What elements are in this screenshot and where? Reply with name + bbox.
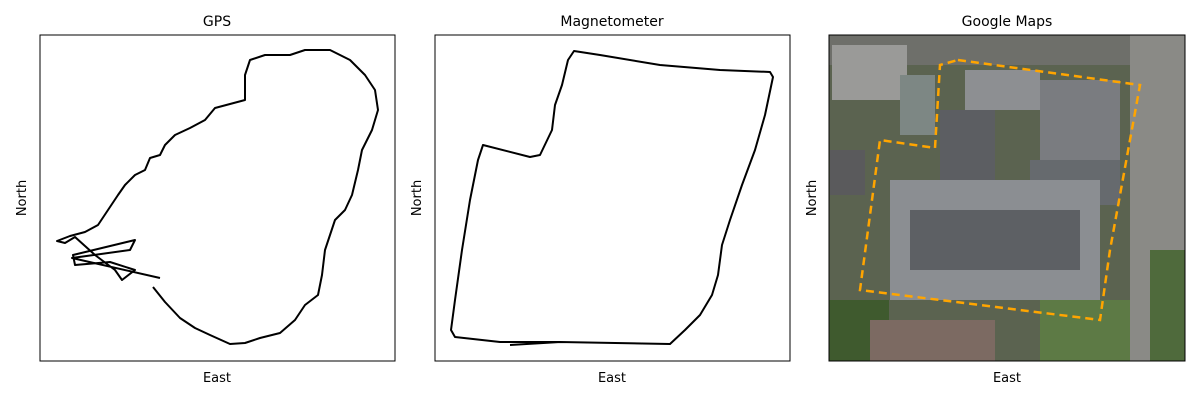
- gps-panel: GPS East North: [15, 14, 396, 386]
- aerial-image: [829, 35, 1185, 361]
- x-axis-label: East: [203, 371, 231, 386]
- trajectory: [450, 50, 774, 346]
- panel-title: Magnetometer: [560, 14, 663, 30]
- maps-panel: Google Maps East North: [805, 14, 1186, 386]
- boundary-outline: [858, 58, 1142, 322]
- y-axis-label: North: [805, 180, 820, 216]
- axes-frame: [828, 34, 1186, 362]
- x-axis-label: East: [598, 371, 626, 386]
- y-axis-label: North: [410, 180, 425, 216]
- panel-title: GPS: [203, 14, 231, 30]
- x-axis-label: East: [993, 371, 1021, 386]
- panel-title: Google Maps: [962, 14, 1053, 30]
- axes-frame: [39, 34, 396, 362]
- magnetometer-panel: Magnetometer East North: [410, 14, 791, 386]
- trajectory: [56, 49, 379, 345]
- axes-frame: [434, 34, 791, 362]
- y-axis-label: North: [15, 180, 30, 216]
